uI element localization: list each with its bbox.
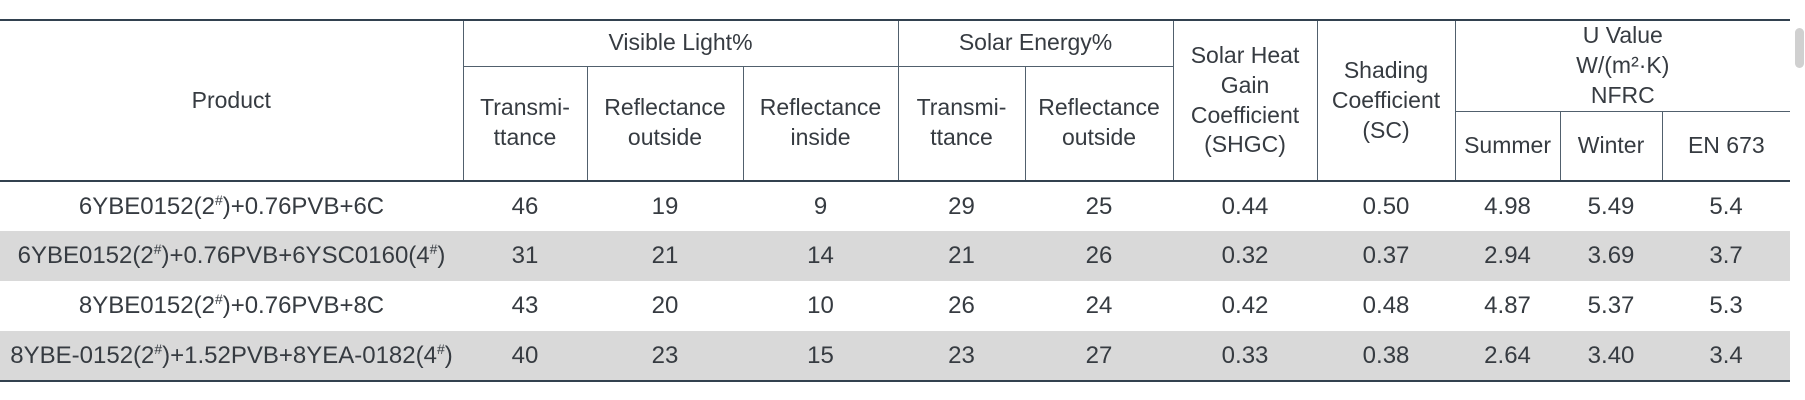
cell-vl-reflectance-outside: 23 <box>587 331 743 383</box>
cell-se-reflectance-outside: 27 <box>1025 331 1174 383</box>
glass-spec-table: Product Visible Light% Solar Energy% Sol… <box>0 18 1791 383</box>
cell-u-winter: 5.49 <box>1560 180 1663 232</box>
cell-sc: 0.48 <box>1362 292 1410 320</box>
cell-sc: 0.37 <box>1362 242 1410 270</box>
cell-sc: 0.50 <box>1317 180 1456 232</box>
cell-vl-reflectance-outside: 21 <box>651 242 679 270</box>
cell-u-en673: 5.3 <box>1709 292 1743 320</box>
header-vl-transmittance: Transmi- ttance <box>463 66 588 182</box>
header-shading-coefficient: Shading Coefficient (SC) <box>1317 18 1456 182</box>
cell-vl-transmittance: 46 <box>463 180 587 232</box>
cell-se-transmittance: 21 <box>948 242 975 270</box>
header-group-solar-energy: Solar Energy% <box>898 19 1174 67</box>
header-vl-reflectance-inside: Reflectance inside <box>743 66 899 182</box>
cell-vl-transmittance: 40 <box>463 331 587 383</box>
cell-se-transmittance: 26 <box>948 292 975 320</box>
cell-vl-reflectance-inside: 10 <box>807 292 834 320</box>
table-row: 6YBE0152(2#)+0.76PVB+6C 46 19 9 29 25 0.… <box>0 180 1791 232</box>
header-se-reflectance-outside: Reflectance outside <box>1025 66 1174 182</box>
cell-se-reflectance-outside: 24 <box>1085 292 1113 320</box>
header-u-winter: Winter <box>1560 111 1663 182</box>
header-u-en673: EN 673 <box>1687 131 1765 158</box>
cell-u-summer: 4.98 <box>1455 180 1561 232</box>
cell-product: 8YBE0152(2#)+0.76PVB+8C <box>78 291 385 320</box>
cell-u-summer: 2.64 <box>1455 331 1561 383</box>
header-shgc: Solar Heat Gain Coefficient (SHGC) <box>1173 18 1318 182</box>
cell-vl-reflectance-inside: 14 <box>807 242 834 270</box>
header-group-u-value: U Value W/(m²·K) NFRC <box>1455 18 1791 112</box>
cell-vl-reflectance-outside: 19 <box>587 180 743 232</box>
cell-se-transmittance: 23 <box>898 331 1026 383</box>
cell-se-transmittance: 29 <box>898 180 1026 232</box>
table-row: 8YBE-0152(2#)+1.52PVB+8YEA-0182(4#) 40 2… <box>0 331 1791 383</box>
cell-vl-transmittance: 31 <box>511 242 539 270</box>
scrollbar-thumb[interactable] <box>1795 28 1804 68</box>
cell-vl-reflectance-inside: 15 <box>743 331 899 383</box>
cell-shgc: 0.33 <box>1173 331 1318 383</box>
cell-u-en673: 3.7 <box>1709 242 1743 270</box>
cell-product: 8YBE-0152(2#)+1.52PVB+8YEA-0182(4#) <box>0 331 463 383</box>
cell-u-en673: 3.4 <box>1662 331 1791 383</box>
cell-shgc: 0.32 <box>1221 242 1269 270</box>
cell-vl-transmittance: 43 <box>511 292 539 320</box>
header-u-summer: Summer <box>1455 111 1561 182</box>
cell-u-winter: 5.37 <box>1587 292 1635 320</box>
table-row: 8YBE0152(2#)+0.76PVB+8C 43 20 10 26 24 0… <box>0 281 1790 331</box>
table-row: 6YBE0152(2#)+0.76PVB+6YSC0160(4#) 31 21 … <box>0 231 1791 282</box>
cell-sc: 0.38 <box>1317 331 1456 383</box>
cell-u-winter: 3.69 <box>1587 242 1635 270</box>
cell-u-winter: 3.40 <box>1560 331 1663 383</box>
header-se-transmittance: Transmi- ttance <box>898 66 1026 182</box>
cell-u-en673: 5.4 <box>1662 180 1791 232</box>
header-vl-reflectance-outside: Reflectance outside <box>587 66 744 182</box>
cell-vl-reflectance-outside: 20 <box>651 292 679 320</box>
cell-product: 6YBE0152(2#)+0.76PVB+6C <box>0 180 463 232</box>
cell-u-summer: 4.87 <box>1484 292 1531 320</box>
header-product: Product <box>0 18 464 182</box>
cell-u-summer: 2.94 <box>1484 242 1531 270</box>
cell-se-reflectance-outside: 26 <box>1085 242 1113 270</box>
cell-shgc: 0.42 <box>1221 292 1269 320</box>
cell-shgc: 0.44 <box>1173 180 1318 232</box>
header-group-visible-light: Visible Light% <box>463 19 899 67</box>
cell-product: 6YBE0152(2#)+0.76PVB+6YSC0160(4#) <box>17 241 446 270</box>
cell-se-reflectance-outside: 25 <box>1025 180 1174 232</box>
cell-vl-reflectance-inside: 9 <box>743 180 899 232</box>
